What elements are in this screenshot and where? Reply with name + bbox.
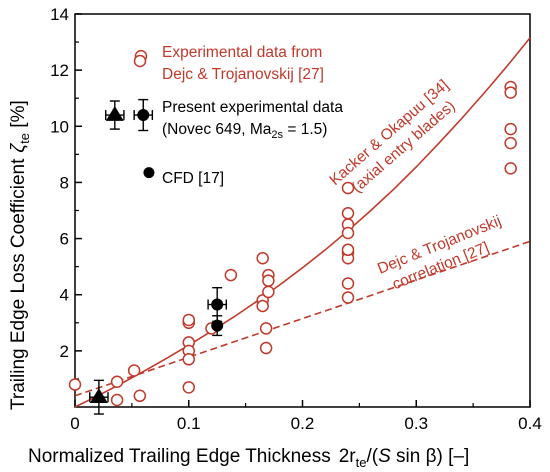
experimental-point bbox=[504, 122, 517, 136]
experimental-point bbox=[127, 364, 141, 377]
x-tick-label: 0.2 bbox=[291, 414, 315, 433]
experimental-point bbox=[341, 291, 355, 304]
experimental-point bbox=[259, 322, 273, 335]
present-circle-point bbox=[137, 109, 150, 122]
experimental-point bbox=[68, 378, 82, 391]
x-axis-ticks: 0 0.1 0.2 0.3 0.4 bbox=[70, 400, 542, 433]
y-axis-label: Trailing Edge Loss Coefficientζte [%] bbox=[8, 100, 32, 410]
present-circle-point bbox=[211, 298, 224, 311]
y-tick-label: 8 bbox=[60, 173, 69, 192]
x-tick-label: 0.3 bbox=[404, 414, 428, 433]
dejc-annotation: Dejc & Trojanovskij correlation [27] bbox=[375, 213, 504, 294]
experimental-point bbox=[341, 243, 355, 257]
x-axis-label: Normalized Trailing Edge Thickness 2rte/(… bbox=[28, 446, 469, 470]
legend-experimental-marker bbox=[133, 54, 147, 68]
kacker-label-line1: Kacker & Okapuu [34] bbox=[326, 77, 452, 189]
x-tick-label: 0.4 bbox=[518, 414, 542, 433]
experimental-point bbox=[182, 381, 195, 394]
correlation-curves bbox=[74, 37, 531, 408]
experimental-point bbox=[341, 181, 355, 195]
legend-experimental-line2: Dejc & Trojanovskij [27] bbox=[162, 66, 324, 83]
experimental-point bbox=[504, 162, 517, 175]
experimental-point bbox=[110, 375, 124, 388]
y-tick-label: 14 bbox=[50, 5, 69, 24]
experimental-point bbox=[262, 285, 275, 299]
experimental-point bbox=[182, 313, 195, 327]
experimental-point bbox=[504, 136, 517, 150]
present-circle-point bbox=[211, 319, 224, 332]
legend-present-line2: (Novec 649, Ma2s = 1.5) bbox=[162, 121, 327, 141]
present-triangle-point bbox=[89, 388, 108, 404]
data-points bbox=[68, 49, 517, 415]
experimental-point bbox=[133, 389, 147, 403]
svg-text:Trailing Edge Loss Coefficient: Trailing Edge Loss Coefficientζte [%] bbox=[8, 100, 32, 410]
y-tick-label: 4 bbox=[60, 286, 69, 305]
experimental-point bbox=[256, 299, 269, 313]
legend-present-line1: Present experimental data bbox=[162, 99, 343, 116]
y-tick-label: 10 bbox=[50, 117, 69, 136]
y-tick-label: 12 bbox=[50, 61, 69, 80]
y-tick-label: 2 bbox=[60, 342, 69, 361]
present-triangle-point bbox=[105, 106, 124, 121]
legend-experimental-line1: Experimental data from bbox=[162, 44, 322, 61]
experimental-point bbox=[224, 268, 238, 282]
experimental-point bbox=[262, 274, 275, 287]
experimental-point bbox=[259, 341, 273, 355]
experimental-point bbox=[341, 207, 355, 220]
x-tick-label: 0.1 bbox=[177, 414, 201, 433]
y-axis-ticks: 2 4 6 8 10 12 14 bbox=[50, 5, 82, 380]
experimental-point bbox=[341, 226, 355, 240]
kacker-curve bbox=[74, 37, 531, 408]
legend: Experimental data from Dejc & Trojanovsk… bbox=[133, 44, 343, 187]
x-tick-label: 0 bbox=[70, 414, 79, 433]
experimental-point bbox=[110, 393, 124, 407]
experimental-point bbox=[504, 86, 517, 99]
y-tick-label: 6 bbox=[60, 230, 69, 249]
legend-cfd: CFD [17] bbox=[162, 170, 224, 187]
dejc-curve bbox=[74, 240, 531, 397]
experimental-point bbox=[341, 277, 355, 290]
experimental-point bbox=[256, 251, 269, 265]
experimental-point bbox=[182, 353, 195, 366]
cfd-point bbox=[143, 167, 155, 179]
